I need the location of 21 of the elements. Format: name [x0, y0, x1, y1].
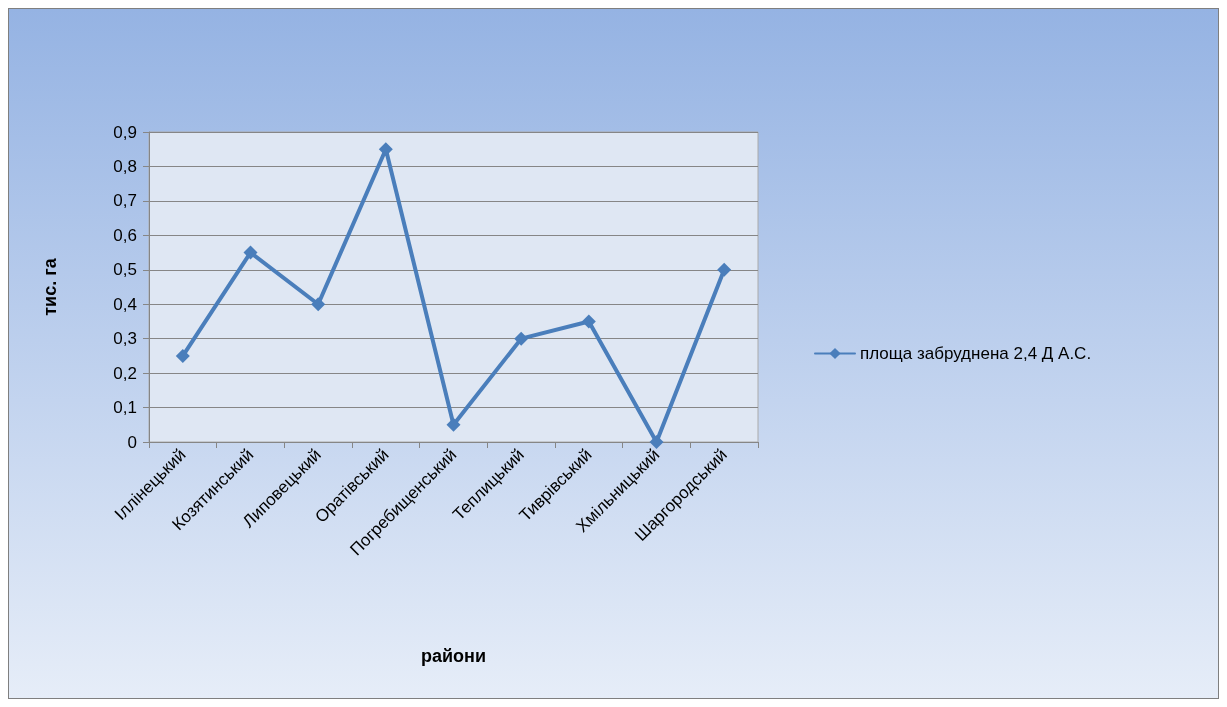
point: [717, 262, 732, 277]
point: [311, 297, 326, 312]
point: [243, 245, 258, 260]
y-tick-label: 0,2: [113, 363, 137, 383]
point: [581, 314, 596, 329]
point: [514, 331, 529, 346]
y-tick-label: 0,4: [113, 294, 137, 314]
y-tick-label: 0,5: [113, 260, 137, 280]
point: [175, 348, 190, 363]
y-tick-label: 0,8: [113, 156, 137, 176]
point: [378, 142, 393, 157]
x-axis-title: райони: [420, 646, 487, 666]
y-tick-label: 0,7: [113, 191, 137, 211]
y-tick-label: 0,1: [113, 398, 137, 418]
y-tick-label: 0: [127, 432, 137, 452]
y-tick-label: 0,6: [113, 225, 137, 245]
point: [446, 417, 461, 432]
y-tick-label: 0,9: [113, 122, 137, 142]
y-axis-title: тис. га: [40, 257, 60, 316]
y-tick-label: 0,3: [113, 329, 137, 349]
legend-label: площа забруднена 2,4 Д А.С.: [860, 344, 1092, 363]
